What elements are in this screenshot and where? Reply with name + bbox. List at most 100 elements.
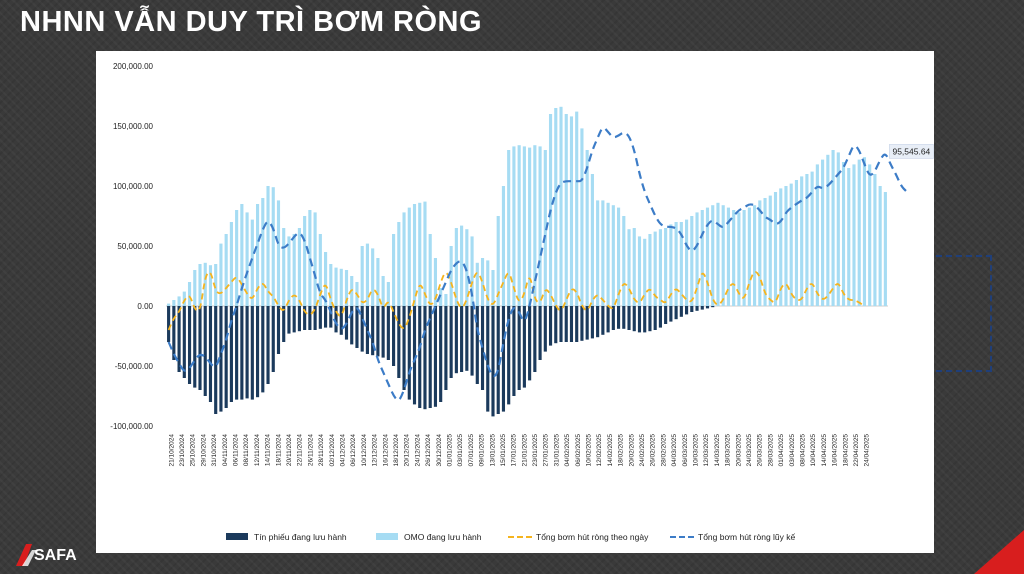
x-tick-label: 10/03/2025 [693, 434, 700, 467]
omo-bar [847, 168, 851, 306]
x-tick-label: 04/12/2024 [340, 434, 347, 467]
slide-title: NHNN VẪN DUY TRÌ BƠM RÒNG [20, 6, 483, 38]
tin-phieu-bar [616, 306, 621, 329]
tin-phieu-bar [444, 306, 448, 390]
tin-phieu-bar [292, 306, 296, 333]
omo-bar [187, 282, 192, 306]
tin-phieu-bar [711, 306, 715, 308]
omo-bar [810, 171, 814, 306]
x-tick-label: 10/12/2024 [361, 434, 368, 467]
x-tick-label: 31/01/2025 [553, 434, 560, 467]
tin-phieu-bar [522, 306, 526, 388]
omo-bar [433, 258, 438, 306]
omo-bar [182, 291, 186, 306]
omo-bar [240, 204, 244, 306]
y-tick-label: 200,000.00 [113, 62, 154, 71]
tin-phieu-bar [512, 306, 516, 396]
omo-bar [167, 303, 171, 306]
x-tick-label: 13/01/2025 [489, 434, 496, 467]
x-tick-label: 01/04/2025 [778, 434, 785, 467]
tin-phieu-bar [224, 306, 228, 408]
omo-bar [768, 195, 772, 306]
x-tick-label: 03/01/2025 [457, 434, 464, 467]
omo-bar [329, 264, 333, 306]
omo-bar [789, 183, 793, 306]
tin-phieu-bar [439, 306, 443, 402]
tin-phieu-bar [235, 306, 239, 400]
y-tick-label: 150,000.00 [113, 122, 154, 131]
tin-phieu-bar [329, 306, 333, 328]
legend-label: Tín phiếu đang lưu hành [254, 532, 347, 542]
omo-bar [324, 252, 328, 306]
tin-phieu-bar [643, 306, 647, 333]
dashed-highlight-box [936, 255, 992, 372]
tin-phieu-bar [465, 306, 469, 371]
tin-phieu-bar [318, 306, 322, 329]
omo-bar [559, 106, 563, 306]
tin-phieu-bar [324, 306, 328, 328]
omo-bar [653, 231, 657, 306]
omo-bar [538, 146, 542, 306]
tin-phieu-bar [271, 306, 275, 372]
omo-bar [486, 260, 490, 306]
omo-bar [465, 229, 469, 306]
legend-label: Tổng bơm hút ròng theo ngày [536, 532, 649, 542]
omo-bar [732, 210, 736, 306]
omo-bar [313, 212, 317, 306]
x-tick-label: 07/01/2025 [468, 434, 475, 467]
omo-bar [423, 201, 427, 306]
omo-bar [685, 219, 689, 306]
x-tick-label: 06/11/2024 [233, 434, 240, 466]
omo-bar [308, 210, 312, 306]
tin-phieu-bar [255, 306, 260, 398]
x-tick-label: 15/01/2025 [500, 434, 507, 467]
omo-bar [360, 246, 364, 306]
x-tick-label: 14/04/2025 [821, 434, 828, 467]
omo-bar [726, 207, 730, 306]
x-tick-label: 14/11/2024 [265, 434, 272, 466]
tin-phieu-bar [559, 306, 563, 342]
omo-bar [198, 264, 202, 306]
tin-phieu-bar [386, 306, 390, 360]
x-tick-label: 09/01/2025 [479, 434, 486, 467]
tin-phieu-bar [705, 306, 710, 309]
omo-bar [475, 262, 479, 306]
x-tick-label: 18/02/2025 [618, 434, 625, 467]
tin-phieu-bar [486, 306, 490, 412]
tin-phieu-bar [690, 306, 694, 312]
omo-bar [674, 222, 678, 306]
omo-bar [460, 225, 464, 306]
x-tick-label: 06/12/2024 [350, 434, 357, 467]
tin-phieu-bar [428, 306, 432, 408]
omo-bar [737, 212, 741, 306]
x-tick-label: 10/04/2025 [810, 434, 817, 467]
x-tick-label: 21/01/2025 [521, 434, 528, 467]
y-tick-label: 100,000.00 [113, 182, 154, 191]
omo-bar [491, 270, 495, 306]
x-tick-label: 12/11/2024 [254, 434, 261, 466]
tin-phieu-bar [664, 306, 668, 324]
x-tick-label: 23/10/2024 [179, 434, 186, 467]
omo-bar [716, 202, 720, 306]
x-tick-label: 20/03/2025 [735, 434, 742, 467]
tin-phieu-bar [460, 306, 464, 372]
omo-bar [763, 198, 767, 306]
tin-phieu-bar [658, 306, 662, 328]
omo-bar [177, 296, 181, 306]
tin-phieu-bar [575, 306, 579, 342]
omo-bar [214, 264, 218, 306]
tin-phieu-bar [590, 306, 594, 339]
x-tick-label: 04/11/2024 [222, 434, 229, 466]
tin-phieu-bar [214, 306, 218, 414]
omo-bar [878, 186, 882, 306]
x-tick-label: 01/01/2025 [447, 434, 454, 467]
legend-label: OMO đang lưu hành [404, 532, 482, 542]
omo-bar [831, 150, 835, 306]
x-tick-label: 04/03/2025 [671, 434, 678, 467]
tin-phieu-bar [182, 306, 186, 378]
tin-phieu-bar [596, 306, 600, 338]
tin-phieu-bar [653, 306, 657, 330]
omo-bar [282, 228, 286, 306]
omo-bar [261, 198, 265, 306]
tin-phieu-bar [360, 306, 364, 352]
